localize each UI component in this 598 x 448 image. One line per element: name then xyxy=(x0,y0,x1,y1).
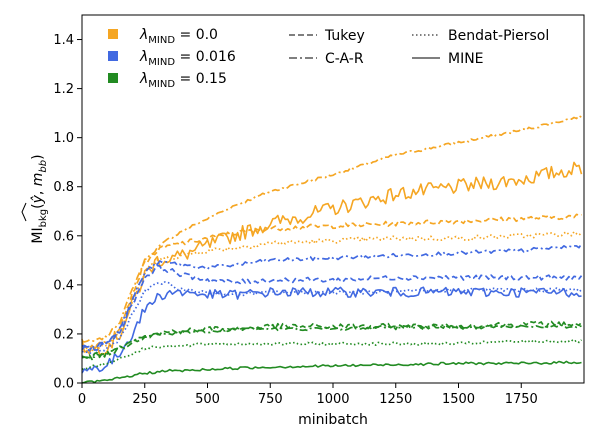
legend-estimator-label: Bendat-Piersol xyxy=(448,28,549,44)
x-tick-label: 1000 xyxy=(316,392,349,407)
x-tick-label: 750 xyxy=(258,392,283,407)
legend-lambda-label: λMIND = 0.0 xyxy=(139,27,218,46)
y-tick-label: 0.0 xyxy=(53,377,74,392)
y-axis-title-hat xyxy=(21,202,27,222)
y-tick-label: 1.2 xyxy=(53,82,74,97)
series-c-a-r-lambda-0-0 xyxy=(81,114,582,343)
series-tukey-lambda-0-15 xyxy=(81,320,583,361)
y-tick-label: 1.4 xyxy=(53,33,74,48)
x-tick-label: 1500 xyxy=(442,392,475,407)
series-bendat-piersol-lambda-0-016 xyxy=(81,281,582,356)
legend-estimator-label: Tukey xyxy=(324,28,365,44)
legend-lambda-label: λMIND = 0.15 xyxy=(139,71,227,90)
legend-color-swatch xyxy=(108,29,118,39)
y-tick-label: 0.4 xyxy=(53,278,74,293)
series-mine-lambda-0-0 xyxy=(81,161,583,356)
legend-estimator-label: C-A-R xyxy=(325,51,364,67)
series-mine-lambda-0-016 xyxy=(81,286,582,374)
series-mine-lambda-0-15 xyxy=(81,360,582,384)
x-tick-label: 1250 xyxy=(379,392,412,407)
legend-color-swatch xyxy=(108,51,118,61)
x-tick-label: 1750 xyxy=(505,392,538,407)
y-axis-title: MIbkg(ŷ, mbb) xyxy=(21,154,49,244)
legend: λMIND = 0.0 λMIND = 0.016 λMIND = 0.15 Tuke… xyxy=(108,27,549,90)
legend-lambda-label: λMIND = 0.016 xyxy=(139,49,236,68)
svg-text:MIbkg(ŷ, mbb): MIbkg(ŷ, mbb) xyxy=(30,154,49,243)
legend-estimator-label: MINE xyxy=(448,51,484,67)
series-bendat-piersol-lambda-0-15 xyxy=(81,338,583,371)
y-axis: 0.0 0.2 0.4 0.6 0.8 1.0 1.2 1.4 xyxy=(53,33,82,392)
y-tick-label: 0.8 xyxy=(53,180,74,195)
x-tick-label: 250 xyxy=(132,392,157,407)
y-tick-label: 1.0 xyxy=(53,131,74,146)
x-tick-label: 500 xyxy=(195,392,220,407)
series-layer xyxy=(81,114,583,384)
series-tukey-lambda-0-0 xyxy=(81,213,582,350)
x-tick-label: 0 xyxy=(78,392,86,407)
y-tick-label: 0.6 xyxy=(53,229,74,244)
y-tick-label: 0.2 xyxy=(53,327,74,342)
legend-color-swatch xyxy=(108,73,118,83)
x-axis-title: minibatch xyxy=(298,412,368,428)
x-axis: 0 250 500 750 1000 1250 1500 1750 xyxy=(78,383,538,407)
series-c-a-r-lambda-0-15 xyxy=(81,324,582,359)
series-tukey-lambda-0-016 xyxy=(81,264,583,352)
